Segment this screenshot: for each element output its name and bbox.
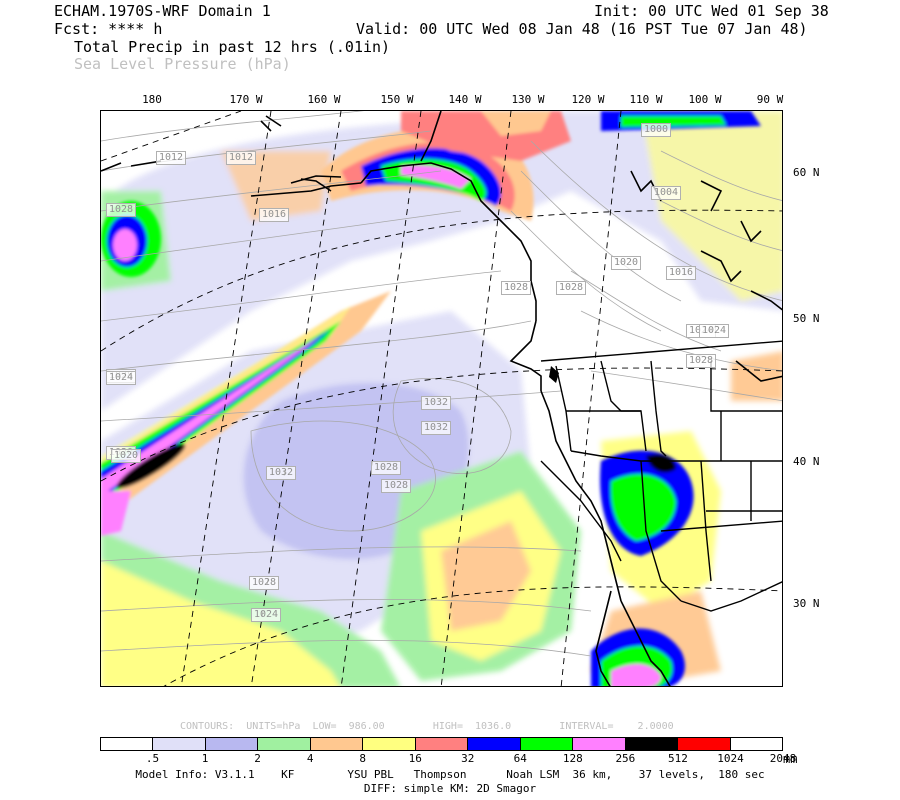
colorbar-label: 2 xyxy=(254,752,261,765)
valid-time: Valid: 00 UTC Wed 08 Jan 48 (16 PST Tue … xyxy=(356,20,808,38)
lakes xyxy=(549,366,559,383)
longitude-label: 150 W xyxy=(380,93,414,106)
precip-colorbar xyxy=(100,737,783,751)
colorbar-swatch xyxy=(153,738,206,750)
field-slp-title: Sea Level Pressure (hPa) xyxy=(74,55,291,73)
pressure-label: 1024 xyxy=(106,371,137,385)
pressure-label: 1032 xyxy=(421,421,452,435)
gulf-of-alaska-storm xyxy=(321,111,761,221)
colorbar-swatch xyxy=(468,738,521,750)
longitude-label: 170 W xyxy=(229,93,263,106)
longitude-label: 180 xyxy=(142,93,162,106)
map-panel: 1028 1012 1016 1028 1024 1020 1028 1028 1024 1032… xyxy=(100,110,783,687)
latitude-label: 50 N xyxy=(793,312,820,325)
colorbar-swatch xyxy=(415,738,469,750)
colorbar-label: 512 xyxy=(667,752,688,765)
pressure-label: 1028 xyxy=(249,576,280,590)
colorbar-label: 1 xyxy=(201,752,209,765)
longitude-label: 130 W xyxy=(511,93,545,106)
colorbar-label: .5 xyxy=(145,752,160,765)
sea-level-pressure-isobars xyxy=(101,111,782,657)
state-borders xyxy=(540,340,782,612)
longitude-label: 160 W xyxy=(307,93,341,106)
pressure-label: 1032 xyxy=(266,466,297,480)
pressure-label: 1024 xyxy=(699,324,730,338)
pressure-label: 1024 xyxy=(251,608,282,622)
colorbar-label: 64 xyxy=(513,752,527,765)
colorbar-swatch xyxy=(101,738,154,750)
colorbar-label: 8 xyxy=(359,752,366,765)
pressure-label: 1000 xyxy=(641,123,672,137)
pressure-label: 1028 xyxy=(106,203,137,217)
colorbar-swatch xyxy=(625,738,679,750)
pressure-label: 1028 xyxy=(381,479,412,493)
init-time: Init: 00 UTC Wed 01 Sep 38 xyxy=(594,2,829,20)
pressure-label: 1020 xyxy=(111,449,142,463)
longitude-label: 140 W xyxy=(448,93,482,106)
colorbar-swatch xyxy=(730,738,783,750)
colorbar-label: 16 xyxy=(408,752,422,765)
colorbar-label: 256 xyxy=(615,752,636,765)
pressure-label: 1028 xyxy=(501,281,532,295)
pressure-label: 1032 xyxy=(421,396,452,410)
colorbar-swatch xyxy=(573,738,626,750)
longitude-label: 90 W xyxy=(756,93,784,106)
diff-info: DIFF: simple KM: 2D Smagor xyxy=(363,782,537,795)
model-title: ECHAM.1970S-WRF Domain 1 xyxy=(54,2,271,20)
longitude-label: 120 W xyxy=(571,93,605,106)
colorbar-swatch xyxy=(205,738,259,750)
western-precip-blob xyxy=(101,201,161,277)
latitude-label: 60 N xyxy=(793,166,820,179)
pressure-label: 1016 xyxy=(666,266,697,280)
colorbar-swatch xyxy=(310,738,364,750)
colorbar-label: 1024 xyxy=(717,752,744,765)
pressure-label: 1012 xyxy=(156,151,187,165)
forecast-hour: Fcst: **** h xyxy=(54,20,163,38)
colorbar-label: 2048 xyxy=(769,752,797,765)
colorbar-units: mm xyxy=(783,752,798,766)
colorbar-swatch xyxy=(678,738,731,750)
longitude-label: 110 W xyxy=(629,93,663,106)
latitude-label: 40 N xyxy=(793,455,820,468)
colorbar-label: 32 xyxy=(461,752,475,765)
model-info: Model Info: V3.1.1 KF YSU PBL Thompson N… xyxy=(135,768,765,781)
latitude-label: 30 N xyxy=(793,597,820,610)
graticule xyxy=(101,111,782,686)
pressure-label: 1028 xyxy=(371,461,402,475)
pressure-label: 1020 xyxy=(611,256,642,270)
colorbar-swatch xyxy=(363,738,416,750)
pressure-label: 1028 xyxy=(556,281,587,295)
colorbar-swatch xyxy=(258,738,311,750)
contour-info: CONTOURS: UNITS=hPa LOW= 986.00 HIGH= 10… xyxy=(180,721,674,732)
pressure-label: 1028 xyxy=(686,354,717,368)
pressure-label: 1016 xyxy=(259,208,290,222)
colorbar-swatch xyxy=(520,738,574,750)
field-precip-title: Total Precip in past 12 hrs (.01in) xyxy=(74,38,391,56)
pressure-label: 1012 xyxy=(226,151,257,165)
colorbar-label: 4 xyxy=(306,752,314,765)
colorbar-label: 128 xyxy=(562,752,583,765)
pressure-label: 1004 xyxy=(651,186,682,200)
longitude-label: 100 W xyxy=(688,93,722,106)
